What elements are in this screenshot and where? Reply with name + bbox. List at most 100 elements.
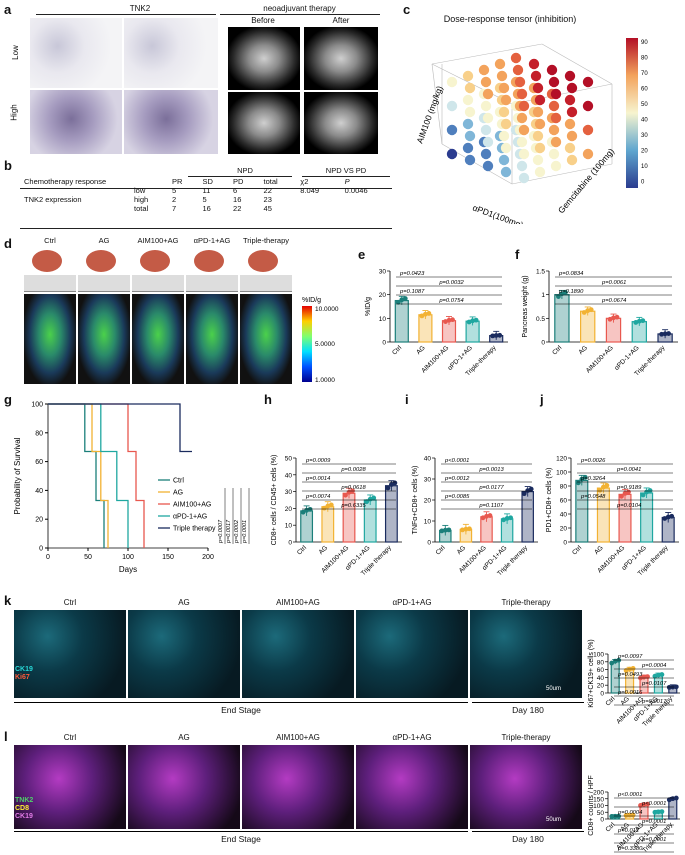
scatter-point	[518, 148, 530, 160]
p-value: p=0.3264	[580, 476, 605, 482]
scatter-point	[480, 100, 492, 112]
data-point	[426, 311, 432, 316]
data-point	[395, 299, 401, 305]
channel-legend: Ki67	[15, 674, 30, 681]
panel-label-a: a	[4, 2, 12, 17]
scatter-point	[494, 58, 506, 70]
panel-a-title-neoadjuvant: neoadjuvant therapy	[263, 4, 336, 13]
data-point	[402, 296, 408, 301]
scale-bar: 50um	[546, 817, 562, 823]
bar	[580, 310, 596, 343]
scatter-point	[446, 124, 458, 136]
row-name: high	[134, 195, 149, 204]
x-tick-label: AG	[415, 344, 427, 356]
y-tick-label: 0	[39, 546, 43, 553]
scatter-point	[514, 76, 526, 88]
data-point	[597, 487, 603, 493]
row-name: low	[134, 186, 146, 195]
y-tick-label: 120	[556, 456, 567, 463]
y-tick-label: 80	[560, 484, 568, 491]
legend-label: AIM100+AG	[173, 502, 211, 509]
scatter-point	[532, 106, 544, 118]
colorbar-tick: 10.0000	[315, 306, 339, 313]
scatter-point	[462, 118, 474, 130]
data-point	[364, 499, 370, 505]
group-label: Triple-therapy	[501, 598, 551, 607]
channel-legend: TNK2	[15, 797, 34, 804]
data-point	[385, 485, 391, 491]
table-row: total 7 16 22 45	[20, 204, 392, 213]
colorbar-tick: 30	[641, 133, 648, 139]
panel-label-l: l	[4, 729, 8, 744]
y-axis-label: PD1+CD8+ cells (%)	[546, 468, 553, 533]
data-point	[497, 332, 503, 338]
scatter-point	[534, 142, 546, 154]
x-tick-label: AG	[619, 821, 631, 833]
scatter-point	[464, 106, 476, 118]
scatter-point	[550, 112, 562, 124]
legend-label: αPD-1+AG	[173, 514, 207, 521]
panel-label-d: d	[4, 236, 12, 251]
data-point	[588, 307, 594, 313]
colorbar-tick: 20	[641, 149, 648, 155]
x-tick-label: Ctrl	[605, 695, 617, 707]
fluorescence-image	[470, 745, 582, 829]
y-tick-label: 10	[285, 523, 293, 530]
scatter-point	[532, 130, 544, 142]
fluorescence-image	[14, 610, 126, 698]
scatter-point	[582, 124, 594, 136]
cell: 2	[172, 195, 177, 204]
row-group-label: TNK2 expression	[24, 195, 82, 204]
col-pd: PD	[233, 177, 244, 186]
panel-b-table-wrap: NPD NPD VS PD	[20, 166, 392, 230]
scatter-point	[446, 76, 458, 88]
ct-high-after	[304, 92, 378, 154]
x-tick-label: AG	[456, 544, 468, 556]
scatter-point	[516, 88, 528, 100]
legend-label: Triple therapy	[173, 526, 216, 533]
data-point	[619, 493, 624, 499]
channel-legend: CK19	[15, 813, 33, 820]
data-point	[490, 333, 496, 339]
organ-photo	[78, 246, 130, 292]
data-point	[652, 809, 658, 815]
pet-image	[132, 294, 184, 384]
y-tick-label: 30	[424, 477, 432, 484]
cell	[341, 195, 392, 204]
y-tick-label: 0	[563, 540, 567, 547]
group-label: Ctrl	[63, 733, 77, 742]
scatter-point	[462, 70, 474, 82]
organ-photo	[240, 246, 292, 292]
data-point	[556, 294, 561, 299]
panel-a-after: After	[332, 16, 350, 25]
y-tick-label: 0	[600, 691, 604, 698]
scatter-point	[566, 130, 578, 142]
y-tick-label: 200	[593, 790, 604, 797]
cell: 5	[172, 186, 177, 195]
pet-image	[78, 294, 130, 384]
p-value: p=0.0618	[340, 485, 366, 491]
p-value: p=0.0074	[305, 494, 330, 500]
y-tick-label: 20	[560, 526, 568, 533]
fluorescence-image	[356, 745, 468, 829]
scatter-point	[446, 148, 458, 160]
data-point	[563, 289, 568, 295]
scatter-point	[564, 142, 576, 154]
legend-label: AG	[173, 490, 183, 497]
panel-a-row-low: Low	[10, 45, 20, 60]
x-tick-label: AG	[619, 695, 631, 707]
y-tick-label: 0	[600, 817, 604, 824]
ihc-high-zoom	[124, 90, 218, 154]
panel-c-title: Dose-response tensor (inhibition)	[443, 14, 577, 24]
data-point	[493, 333, 499, 338]
x-tick-label: 150	[162, 554, 174, 561]
data-point	[321, 505, 327, 511]
y-axis-label: Ki67+CK19+ cells (%)	[588, 639, 595, 707]
p-value: p=0.0754	[438, 298, 463, 304]
group-label: Ctrl	[44, 236, 56, 245]
y-axis-label: CD8+ cells / CD45+ cells (%)	[271, 455, 278, 546]
colorbar-tick: 0	[641, 180, 645, 186]
scatter-point	[564, 94, 576, 106]
fluorescence-image	[242, 745, 354, 829]
